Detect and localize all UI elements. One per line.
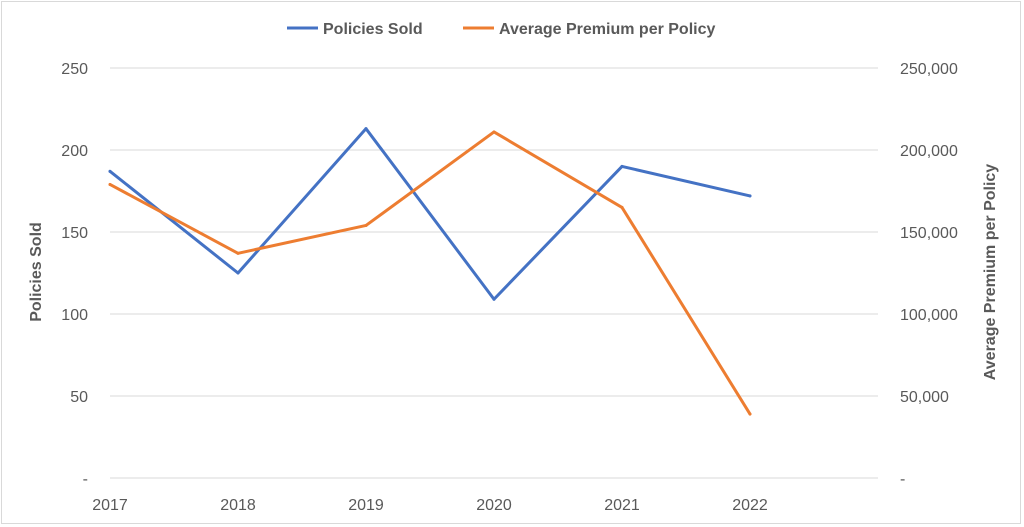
data-point-policies-sold xyxy=(492,297,496,301)
right-tick-label: 50,000 xyxy=(900,389,949,406)
right-tick-label: - xyxy=(900,471,905,488)
legend-label-average-premium: Average Premium per Policy xyxy=(499,21,715,38)
data-point-average-premium xyxy=(492,130,496,134)
right-axis-ticks: - 50,000 100,000 150,000 200,000 250,000 xyxy=(900,61,958,488)
left-tick-label: - xyxy=(83,471,88,488)
data-point-average-premium xyxy=(748,412,752,416)
data-point-average-premium xyxy=(620,205,624,209)
left-axis-title: Policies Sold xyxy=(28,222,45,322)
data-point-policies-sold xyxy=(108,169,112,173)
data-point-policies-sold xyxy=(236,271,240,275)
series-lines xyxy=(108,127,752,416)
series-line-average-premium xyxy=(108,130,752,416)
x-tick-label: 2017 xyxy=(92,497,128,514)
data-point-average-premium xyxy=(108,182,112,186)
left-tick-label: 100 xyxy=(61,307,88,324)
legend-label-policies-sold: Policies Sold xyxy=(323,21,423,38)
x-tick-label: 2020 xyxy=(476,497,512,514)
right-tick-label: 100,000 xyxy=(900,307,958,324)
left-tick-label: 50 xyxy=(70,389,88,406)
legend-item-policies-sold: Policies Sold xyxy=(287,21,423,38)
x-tick-label: 2019 xyxy=(348,497,384,514)
left-axis-ticks: - 50 100 150 200 250 xyxy=(61,61,88,488)
data-point-policies-sold xyxy=(748,194,752,198)
data-point-policies-sold xyxy=(620,164,624,168)
right-axis-title: Average Premium per Policy xyxy=(982,164,999,380)
data-point-average-premium xyxy=(236,251,240,255)
right-tick-label: 200,000 xyxy=(900,143,958,160)
series-line-policies-sold xyxy=(108,127,752,301)
gridlines xyxy=(110,67,878,479)
legend-item-average-premium: Average Premium per Policy xyxy=(463,21,715,38)
x-tick-label: 2021 xyxy=(604,497,640,514)
left-tick-label: 150 xyxy=(61,225,88,242)
legend: Policies Sold Average Premium per Policy xyxy=(287,21,715,38)
right-tick-label: 150,000 xyxy=(900,225,958,242)
x-tick-label: 2018 xyxy=(220,497,256,514)
data-point-average-premium xyxy=(364,223,368,227)
left-tick-label: 200 xyxy=(61,143,88,160)
x-tick-label: 2022 xyxy=(732,497,768,514)
data-point-policies-sold xyxy=(364,127,368,131)
left-tick-label: 250 xyxy=(61,61,88,78)
right-tick-label: 250,000 xyxy=(900,61,958,78)
x-axis-ticks: 2017 2018 2019 2020 2021 2022 xyxy=(92,497,768,514)
